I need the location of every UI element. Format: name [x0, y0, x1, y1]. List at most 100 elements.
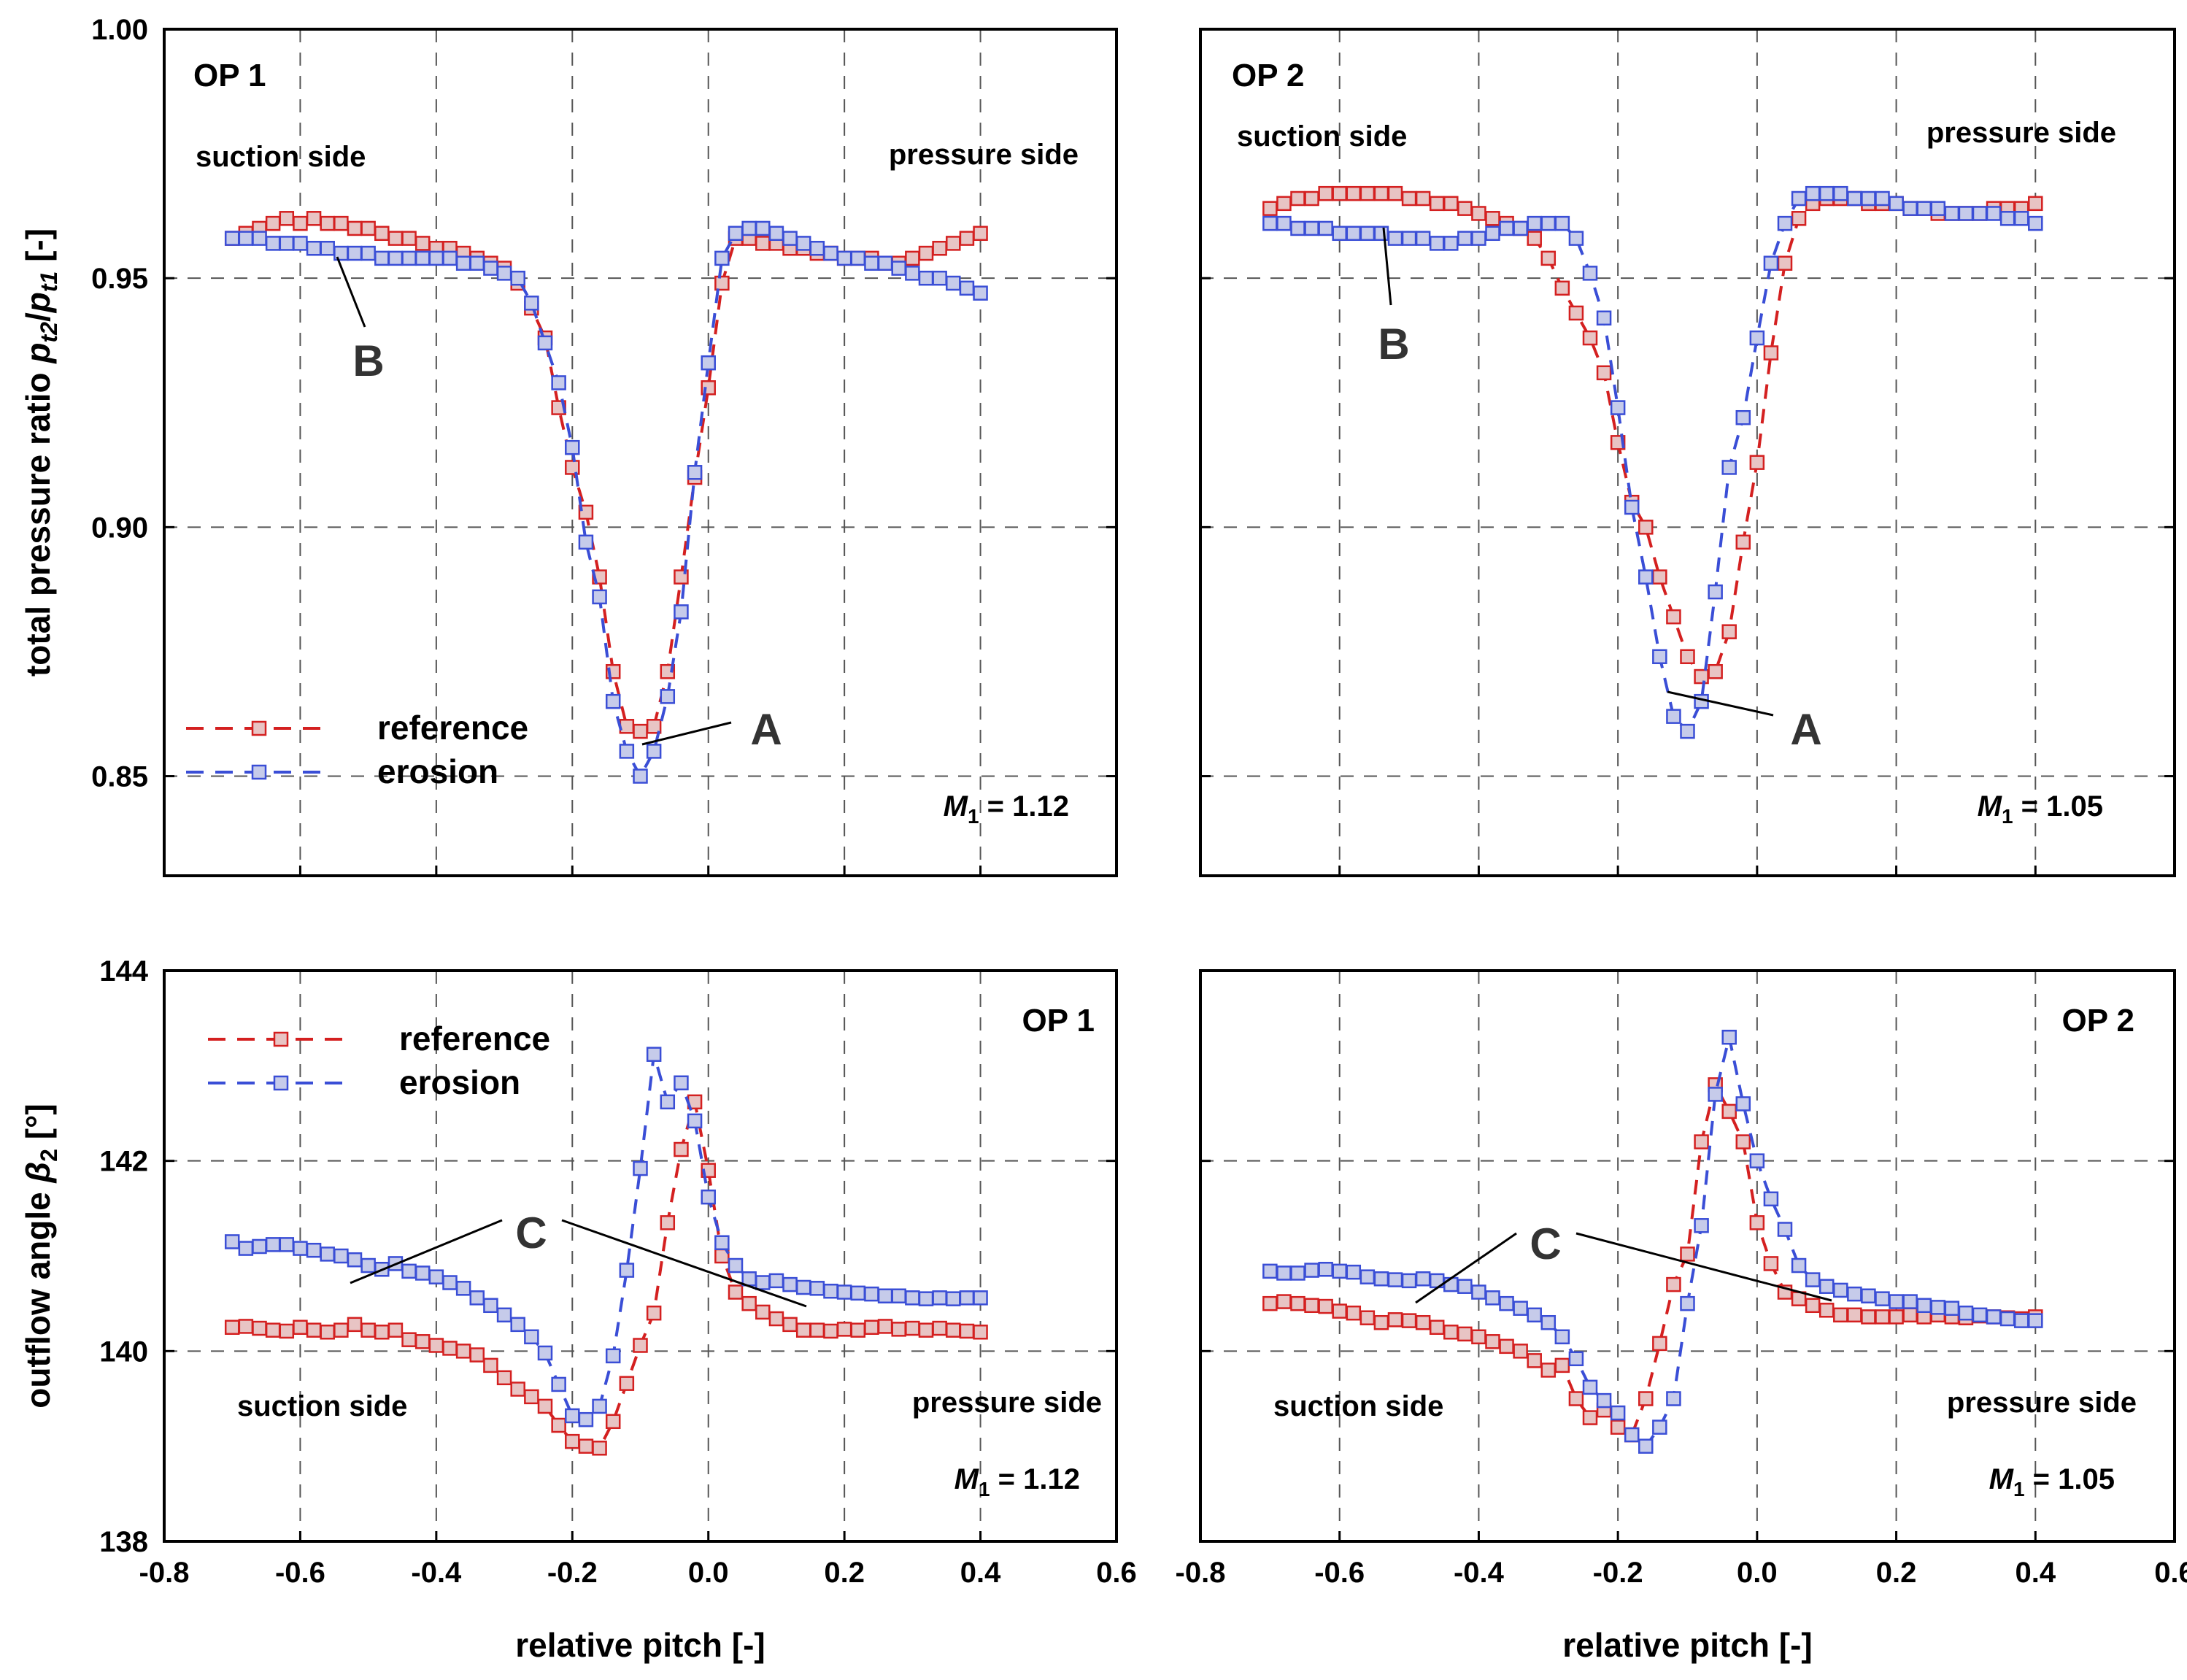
marker-erosion: [1332, 226, 1347, 242]
marker-erosion: [809, 1281, 825, 1296]
marker-erosion: [877, 1288, 893, 1303]
marker-reference: [252, 1320, 267, 1336]
panel-outflow-angle-op1: 138 140 142 144 -0.8 -0.6 -0.4 -0.2 0.0 0.2 0.4 0.6…: [19, 955, 1137, 1664]
marker-erosion: [701, 1189, 716, 1205]
marker-reference: [320, 215, 335, 231]
marker-erosion: [2013, 1313, 2029, 1328]
marker-erosion: [1276, 215, 1292, 231]
marker-erosion: [714, 1235, 730, 1251]
marker-reference: [238, 1319, 254, 1334]
marker-erosion: [2028, 215, 2043, 231]
marker-erosion: [795, 236, 811, 251]
marker-erosion: [483, 261, 498, 276]
marker-erosion: [741, 220, 757, 236]
marker-reference: [442, 1341, 458, 1356]
marker-erosion: [524, 1329, 539, 1345]
marker-erosion: [1471, 1284, 1486, 1300]
marker-erosion: [1540, 1314, 1557, 1330]
op-label: OP 1: [193, 58, 266, 93]
marker-erosion: [605, 1348, 621, 1364]
mach-value: = 1.12: [990, 1463, 1080, 1495]
marker-erosion: [483, 1298, 498, 1314]
marker-erosion: [1818, 185, 1835, 201]
marker-erosion: [1485, 1290, 1500, 1306]
y-axis-label-part: p: [19, 292, 57, 314]
marker-reference: [224, 1319, 240, 1335]
marker-erosion: [510, 270, 525, 286]
marker-erosion: [306, 1242, 322, 1258]
marker-reference: [1373, 185, 1389, 201]
marker-erosion: [1443, 236, 1459, 251]
marker-reference: [605, 1414, 621, 1430]
marker-erosion: [782, 231, 798, 246]
marker-reference: [578, 504, 594, 520]
y-axis-label-part: t2: [36, 322, 62, 343]
mach-subscript: 1: [979, 1478, 990, 1500]
marker-reference: [1513, 1344, 1528, 1359]
marker-erosion: [1332, 1263, 1347, 1279]
marker-erosion: [1777, 215, 1793, 231]
marker-reference: [946, 1322, 961, 1338]
marker-reference: [646, 1305, 662, 1321]
marker-erosion: [469, 1290, 485, 1306]
marker-erosion: [1930, 201, 1946, 216]
marker-erosion: [1708, 584, 1723, 600]
marker-reference: [374, 1325, 390, 1340]
marker-erosion: [1666, 1391, 1681, 1406]
marker-erosion: [1485, 226, 1500, 242]
marker-reference: [741, 1295, 757, 1311]
pressure-side-label: pressure side: [889, 139, 1079, 171]
marker-erosion: [714, 250, 730, 266]
marker-reference: [1332, 185, 1347, 201]
marker-erosion: [1777, 1222, 1793, 1237]
marker-erosion: [320, 240, 335, 256]
marker-erosion: [1318, 1261, 1333, 1277]
marker-erosion: [1513, 1301, 1528, 1316]
marker-erosion: [1986, 1309, 2002, 1325]
marker-reference: [279, 1323, 295, 1339]
x-tick-label: -0.6: [1314, 1557, 1365, 1589]
y-axis-label-part: [°]: [19, 1103, 57, 1149]
marker-reference: [1359, 1310, 1376, 1325]
marker-erosion: [428, 1269, 444, 1284]
annotation-leader-line: [1667, 690, 1774, 717]
marker-reference: [850, 1322, 866, 1338]
marker-reference: [918, 1322, 934, 1338]
marker-erosion: [946, 1291, 961, 1306]
marker-erosion: [1972, 1307, 1988, 1323]
x-axis-label: relative pitch [-]: [515, 1626, 765, 1664]
x-tick-label: 0.6: [1096, 1557, 1137, 1589]
marker-reference: [428, 1338, 444, 1353]
y-axis-label: outflow angle β2 [°]: [19, 1103, 62, 1408]
marker-reference: [1582, 1410, 1598, 1425]
marker-erosion: [1861, 1288, 1876, 1303]
marker-erosion: [1930, 1300, 1946, 1315]
marker-erosion: [1986, 206, 2002, 221]
marker-erosion: [1499, 220, 1514, 236]
marker-reference: [768, 1311, 784, 1327]
marker-reference: [360, 220, 376, 236]
annotation-leader-line: [641, 721, 732, 746]
marker-erosion: [973, 1290, 988, 1306]
x-tick-label: -0.2: [547, 1557, 598, 1589]
marker-erosion: [1638, 569, 1654, 585]
marker-erosion: [293, 1241, 308, 1256]
plot-frame: [163, 969, 1118, 1543]
marker-reference: [551, 1417, 566, 1433]
y-axis-label-part: outflow angle: [19, 1182, 57, 1408]
marker-reference: [1638, 1391, 1654, 1406]
marker-reference: [333, 215, 349, 231]
marker-erosion: [1471, 231, 1486, 246]
marker-erosion: [1805, 1272, 1821, 1287]
mach-label: M1 = 1.12: [954, 1463, 1080, 1500]
marker-erosion: [414, 250, 431, 266]
marker-erosion: [320, 1246, 335, 1262]
marker-erosion: [1791, 190, 1807, 207]
marker-erosion: [565, 1408, 580, 1424]
marker-reference: [1763, 1256, 1779, 1271]
marker-erosion: [1346, 226, 1362, 242]
marker-erosion: [1916, 201, 1932, 216]
marker-erosion: [1638, 1438, 1654, 1454]
marker-reference: [1582, 330, 1598, 346]
annotation-letter-B: B: [1378, 320, 1409, 369]
